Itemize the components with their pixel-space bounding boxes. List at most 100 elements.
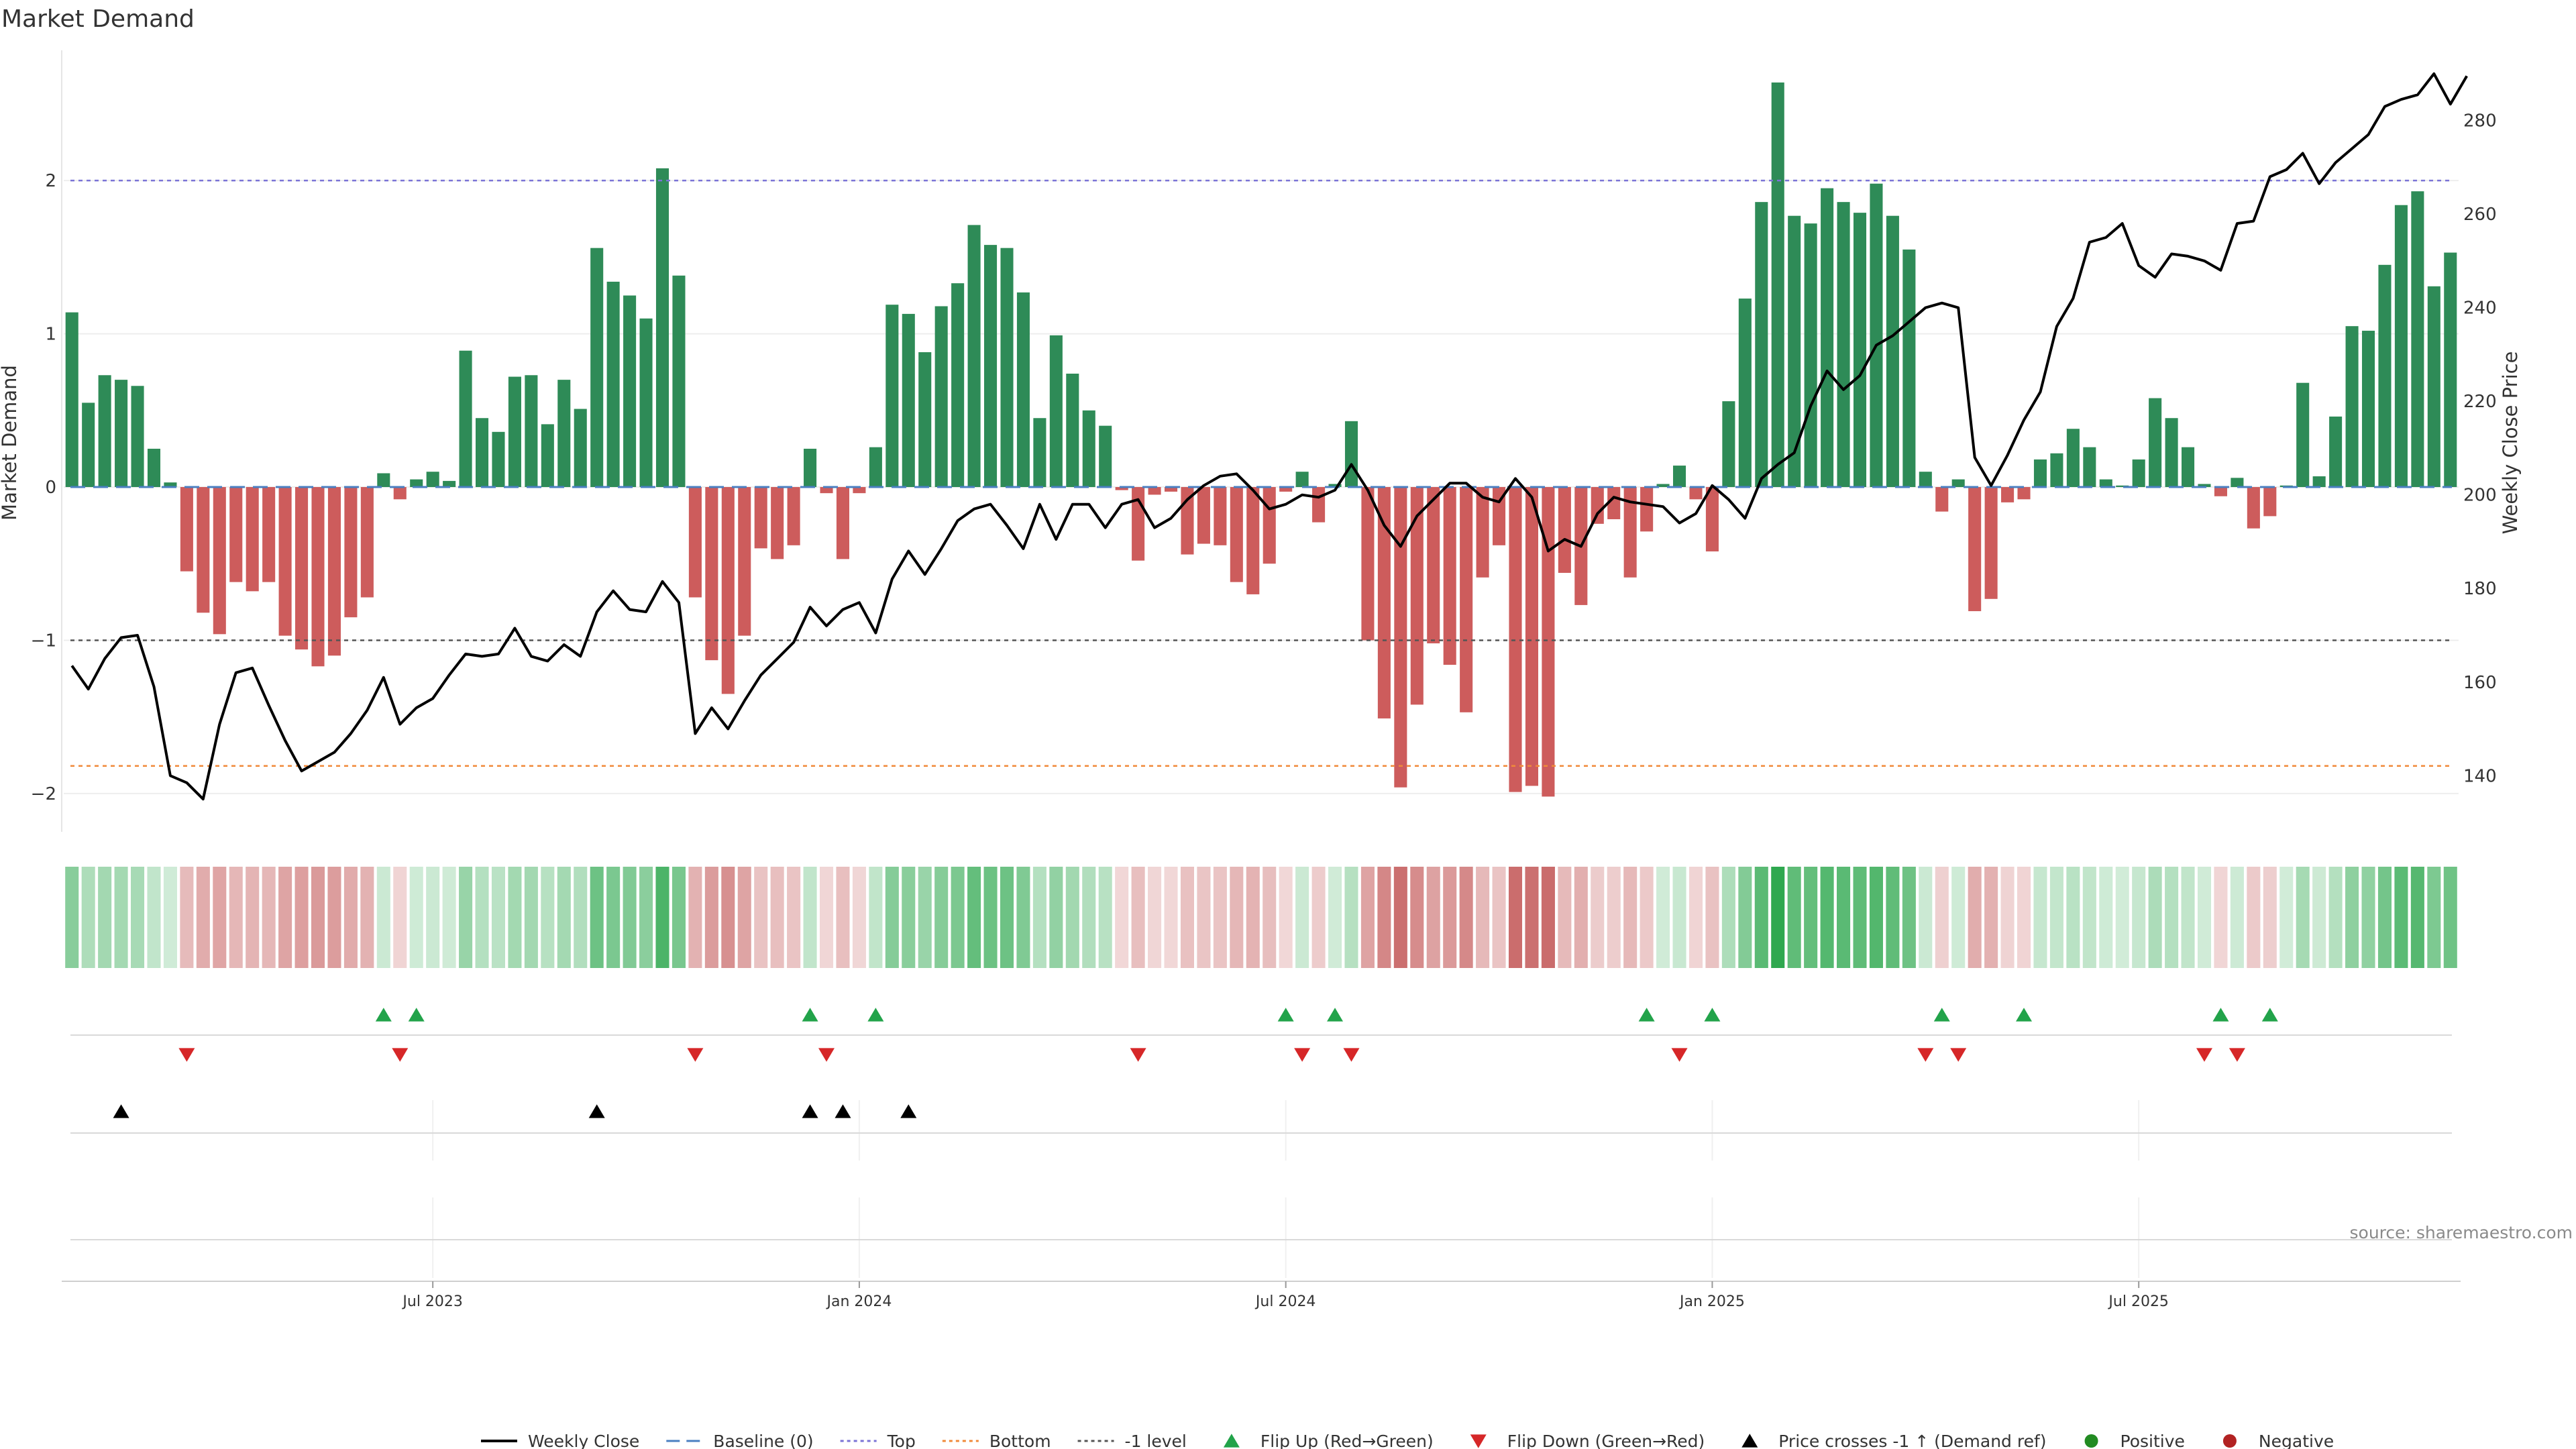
legend-label: Price crosses -1 ↑ (Demand ref) bbox=[1778, 1432, 2046, 1449]
heat-cell bbox=[1016, 867, 1030, 968]
demand-bar bbox=[639, 318, 653, 488]
flip-down-marker bbox=[1294, 1048, 1311, 1062]
demand-bar bbox=[787, 487, 800, 545]
demand-bar bbox=[1476, 487, 1489, 578]
demand-bar bbox=[1968, 487, 1982, 612]
heat-cell bbox=[770, 867, 784, 968]
demand-bar bbox=[1640, 487, 1654, 532]
heat-cell bbox=[934, 867, 949, 968]
demand-bar bbox=[1837, 202, 1850, 488]
demand-bar bbox=[1705, 487, 1719, 551]
demand-bar bbox=[853, 487, 866, 494]
demand-bar bbox=[1164, 487, 1178, 492]
heat-cell bbox=[1820, 867, 1834, 968]
legend-item: -1 level bbox=[1077, 1432, 1187, 1449]
y-tick-label-left: 0 bbox=[45, 478, 56, 498]
demand-bar bbox=[229, 487, 243, 582]
heat-cell bbox=[1672, 867, 1686, 968]
demand-bar bbox=[2001, 487, 2015, 502]
demand-bar bbox=[1361, 487, 1375, 641]
heat-cell bbox=[1164, 867, 1178, 968]
heat-cell bbox=[426, 867, 440, 968]
heat-cell bbox=[409, 867, 423, 968]
x-axis: Jul 2023 Jan 2024 Jul 2024 Jan 2025 Jul 2025 bbox=[62, 1281, 2461, 1310]
legend-label: Weekly Close bbox=[528, 1432, 639, 1449]
demand-bar bbox=[1656, 484, 1670, 488]
heat-cell bbox=[541, 867, 555, 968]
heat-cell bbox=[1591, 867, 1605, 968]
demand-bar bbox=[443, 480, 456, 488]
demand-bar bbox=[2231, 478, 2244, 488]
x-tick-label: Jul 2025 bbox=[2107, 1293, 2169, 1310]
heat-cell bbox=[1640, 867, 1654, 968]
demand-bar bbox=[2198, 484, 2211, 488]
heat-cell bbox=[1263, 867, 1277, 968]
heat-cell bbox=[1279, 867, 1293, 968]
heat-cell bbox=[852, 867, 866, 968]
y-tick-label-right: 260 bbox=[2463, 205, 2497, 225]
demand-bar bbox=[1312, 487, 1326, 523]
heat-cell bbox=[376, 867, 390, 968]
demand-bar bbox=[2066, 429, 2080, 488]
demand-bar bbox=[1870, 183, 1883, 488]
demand-bar bbox=[1246, 487, 1260, 594]
demand-bar bbox=[1263, 487, 1276, 564]
heat-cell bbox=[2443, 867, 2457, 968]
heat-cell bbox=[1476, 867, 1490, 968]
heat-cell bbox=[2197, 867, 2212, 968]
demand-bar bbox=[1755, 202, 1768, 488]
heat-cell bbox=[803, 867, 817, 968]
heat-cell bbox=[819, 867, 834, 968]
heat-cell bbox=[131, 867, 145, 968]
demand-bar bbox=[951, 283, 965, 488]
demand-bar bbox=[246, 487, 259, 592]
heat-cell bbox=[2230, 867, 2244, 968]
demand-bar bbox=[1115, 487, 1128, 490]
demand-bar bbox=[721, 487, 735, 694]
heat-cell bbox=[147, 867, 161, 968]
heat-cell bbox=[1393, 867, 1407, 968]
heat-cell bbox=[163, 867, 177, 968]
heat-cell bbox=[327, 867, 341, 968]
heat-cell bbox=[2296, 867, 2310, 968]
demand-bar bbox=[590, 248, 604, 488]
heat-cell bbox=[1688, 867, 1703, 968]
heat-cell bbox=[754, 867, 768, 968]
heat-cell bbox=[1344, 867, 1358, 968]
heat-cell bbox=[1968, 867, 1982, 968]
heat-cell bbox=[1098, 867, 1112, 968]
heat-cell bbox=[2214, 867, 2228, 968]
heat-cell bbox=[1656, 867, 1670, 968]
heat-cell bbox=[1607, 867, 1621, 968]
heat-cell bbox=[1443, 867, 1457, 968]
heat-cell bbox=[1360, 867, 1375, 968]
heat-cell bbox=[1804, 867, 1818, 968]
demand-bar bbox=[2099, 479, 2112, 488]
demand-bar bbox=[1558, 487, 1571, 573]
demand-bar bbox=[2182, 447, 2195, 488]
x-tick-label: Jul 2024 bbox=[1254, 1293, 1316, 1310]
price-cross-marker bbox=[802, 1104, 818, 1118]
demand-bar bbox=[623, 295, 637, 488]
flip-signal-panel bbox=[70, 1008, 2452, 1062]
flip-down-marker bbox=[1950, 1048, 1967, 1062]
demand-bar bbox=[213, 487, 226, 635]
heat-cell bbox=[278, 867, 292, 968]
demand-bar bbox=[1902, 249, 1916, 488]
heat-cell bbox=[1837, 867, 1851, 968]
heat-cell bbox=[606, 867, 621, 968]
demand-bar bbox=[984, 245, 998, 488]
heat-cell bbox=[1771, 867, 1785, 968]
demand-bar bbox=[655, 168, 669, 488]
demand-bar bbox=[836, 487, 850, 559]
source-label: source: sharemaestro.com bbox=[2350, 1223, 2573, 1242]
legend-item: Weekly Close bbox=[481, 1432, 639, 1449]
heat-cell bbox=[1180, 867, 1194, 968]
demand-bar bbox=[1279, 487, 1293, 492]
y-tick-label-right: 160 bbox=[2463, 673, 2497, 693]
heat-cell bbox=[1919, 867, 1933, 968]
heat-cell bbox=[836, 867, 850, 968]
demand-heat-strip bbox=[65, 867, 2457, 968]
demand-bar bbox=[1132, 487, 1145, 561]
heat-cell bbox=[524, 867, 538, 968]
